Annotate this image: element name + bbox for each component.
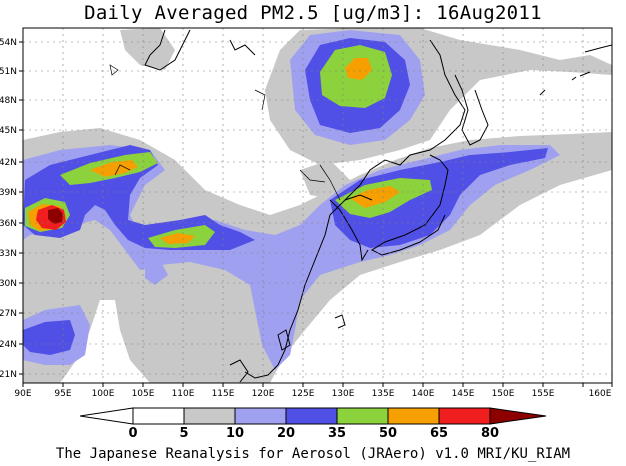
lon-label: 95E: [54, 389, 71, 399]
colorbar-label: 5: [179, 426, 188, 441]
lon-label: 115E: [212, 389, 235, 399]
data-source-caption: The Japanese Reanalysis for Aerosol (JRA…: [55, 446, 571, 462]
colorbar-upper-arrow: [489, 407, 547, 425]
colorbar-label: 80: [481, 426, 499, 441]
lon-label: 135E: [372, 389, 395, 399]
colorbar-swatch: [387, 407, 440, 425]
borders: [109, 64, 341, 201]
lon-label: 130E: [332, 389, 355, 399]
lat-label: 36N: [0, 219, 17, 229]
tick-marks: [19, 41, 613, 387]
colorbar-labels: 0 5 10 20 35 50 65 80: [128, 426, 499, 441]
lon-label: 105E: [132, 389, 155, 399]
colorbar-label: 35: [328, 426, 346, 441]
colorbar-swatch: [132, 407, 185, 425]
colorbar: [79, 407, 547, 425]
lon-label: 90E: [14, 389, 31, 399]
lon-label: 120E: [252, 389, 275, 399]
colorbar-swatch: [438, 407, 491, 425]
lon-label: 150E: [492, 389, 515, 399]
latitude-labels: 54N 51N 48N 45N 42N 39N 36N 33N 30N 27N …: [0, 38, 17, 380]
gridlines: [23, 28, 612, 383]
lat-label: 21N: [0, 370, 17, 380]
concentration-field: [23, 28, 612, 383]
lon-label: 145E: [452, 389, 475, 399]
colorbar-label: 20: [277, 426, 295, 441]
colorbar-label: 0: [128, 426, 137, 441]
lon-label: 100E: [92, 389, 115, 399]
longitude-labels: 90E 95E 100E 105E 110E 115E 120E 125E 13…: [14, 389, 611, 399]
colorbar-lower-arrow: [79, 407, 134, 425]
lat-label: 27N: [0, 309, 17, 319]
coastlines: [144, 29, 612, 383]
colorbar-label: 10: [226, 426, 244, 441]
colorbar-swatch: [285, 407, 338, 425]
lat-label: 39N: [0, 188, 17, 198]
colorbar-swatch: [183, 407, 236, 425]
colorbar-swatch: [336, 407, 389, 425]
lat-label: 48N: [0, 96, 17, 106]
map-frame: [22, 27, 613, 384]
lon-label: 155E: [532, 389, 555, 399]
lat-label: 54N: [0, 38, 17, 48]
lat-label: 45N: [0, 126, 17, 136]
contour-80-plus: [48, 208, 63, 224]
lat-label: 24N: [0, 340, 17, 350]
lon-label: 125E: [292, 389, 315, 399]
lat-label: 42N: [0, 158, 17, 168]
lon-label: 110E: [172, 389, 195, 399]
lon-label: 140E: [412, 389, 435, 399]
colorbar-label: 65: [430, 426, 448, 441]
map-title: Daily Averaged PM2.5 [ug/m3]: 16Aug2011: [84, 2, 542, 24]
colorbar-label: 50: [379, 426, 397, 441]
lat-label: 51N: [0, 67, 17, 77]
lat-label: 30N: [0, 279, 17, 289]
lat-label: 33N: [0, 249, 17, 259]
lon-label: 160E: [589, 389, 612, 399]
colorbar-swatch: [234, 407, 287, 425]
